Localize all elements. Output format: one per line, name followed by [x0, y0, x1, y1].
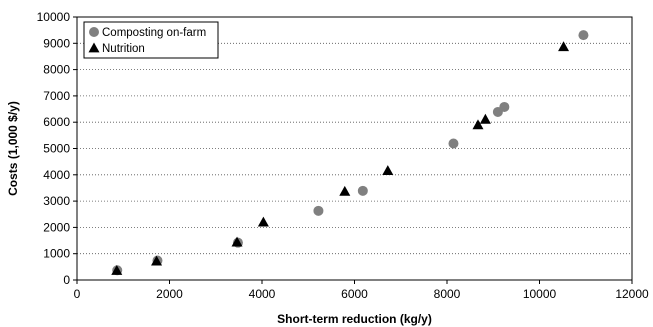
- y-tick-label: 0: [63, 273, 70, 287]
- y-tick-label: 7000: [43, 89, 70, 103]
- y-tick-label: 2000: [43, 220, 70, 234]
- y-tick-label: 6000: [43, 115, 70, 129]
- legend-box: [83, 21, 219, 59]
- x-tick-label: 8000: [434, 287, 461, 301]
- series-nutrition: [111, 41, 570, 275]
- circle-point: [499, 101, 510, 112]
- x-tick-label: 10000: [523, 287, 557, 301]
- triangle-point: [257, 216, 269, 227]
- y-tick-label: 10000: [37, 10, 71, 24]
- y-tick-label: 5000: [43, 142, 70, 156]
- circle-point: [357, 185, 368, 196]
- x-tick-label: 12000: [615, 287, 649, 301]
- axis-ticks: [73, 16, 633, 284]
- y-tick-label: 4000: [43, 168, 70, 182]
- x-tick-labels: 0 2000 4000 6000 8000 10000 12000: [74, 287, 649, 301]
- legend-label: Composting on-farm: [102, 27, 206, 39]
- y-tick-label: 3000: [43, 194, 70, 208]
- legend-label: Nutrition: [102, 43, 145, 55]
- legend-item: Nutrition: [88, 42, 145, 55]
- x-tick-label: 2000: [156, 287, 183, 301]
- legend-triangle-marker: [88, 42, 100, 53]
- triangle-point: [472, 119, 484, 130]
- x-tick-label: 6000: [341, 287, 368, 301]
- series-composting: [112, 30, 589, 276]
- x-tick-label: 0: [74, 287, 81, 301]
- circle-point: [578, 30, 589, 41]
- triangle-point: [151, 255, 163, 266]
- triangle-point: [339, 185, 351, 196]
- y-tick-label: 8000: [43, 63, 70, 77]
- y-axis-title: Costs (1,000 $/y): [6, 101, 20, 196]
- circle-point: [448, 138, 459, 149]
- y-tick-labels: 0 1000 2000 3000 4000 5000 6000 7000 8000 9000 100…: [37, 10, 71, 287]
- y-tick-label: 9000: [43, 36, 70, 50]
- triangle-point: [111, 265, 123, 275]
- data-points: [111, 30, 589, 276]
- legend-circle-marker: [89, 27, 99, 37]
- y-tick-label: 1000: [43, 247, 70, 261]
- legend-item: Composting on-farm: [89, 27, 206, 39]
- circle-point: [313, 205, 324, 216]
- triangle-point: [231, 236, 243, 247]
- x-tick-label: 4000: [249, 287, 276, 301]
- triangle-point: [479, 113, 491, 124]
- legend: Composting on-farm Nutrition: [83, 21, 219, 59]
- x-axis-title: Short-term reduction (kg/y): [277, 312, 432, 326]
- triangle-point: [558, 41, 570, 52]
- triangle-point: [382, 165, 394, 175]
